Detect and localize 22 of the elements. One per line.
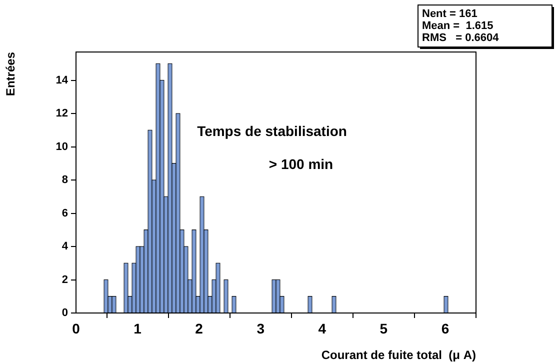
y-tick-label: 6 (62, 207, 68, 220)
y-tick-label: 2 (62, 274, 68, 286)
text: Mean = 1.615 (422, 20, 494, 32)
annotation: > 100 min (268, 156, 334, 172)
x-tick-label: 5 (380, 320, 388, 336)
x-axis-title: Courant de fuite total (μ A) (321, 348, 476, 362)
x-tick-label: 3 (256, 320, 265, 336)
x-tick-label: 1 (134, 320, 142, 336)
x-tick-label: 2 (195, 320, 204, 336)
y-tick-label: 10 (56, 140, 68, 153)
y-tick-label: 0 (62, 307, 68, 320)
y-tick-label: 4 (62, 240, 69, 253)
annotation: Temps de stabilisation (197, 122, 347, 139)
x-tick-label: 0 (72, 320, 80, 336)
x-tick-label: 4 (318, 320, 326, 336)
y-tick-label: 8 (62, 174, 68, 186)
x-tick-label: 6 (441, 320, 450, 336)
y-tick-label: 12 (56, 108, 68, 120)
text: Nent = 161 (422, 8, 478, 20)
y-tick-label: 14 (56, 74, 69, 86)
y-axis-title: Entrées (4, 52, 18, 96)
text: RMS = 0.6604 (422, 32, 500, 44)
